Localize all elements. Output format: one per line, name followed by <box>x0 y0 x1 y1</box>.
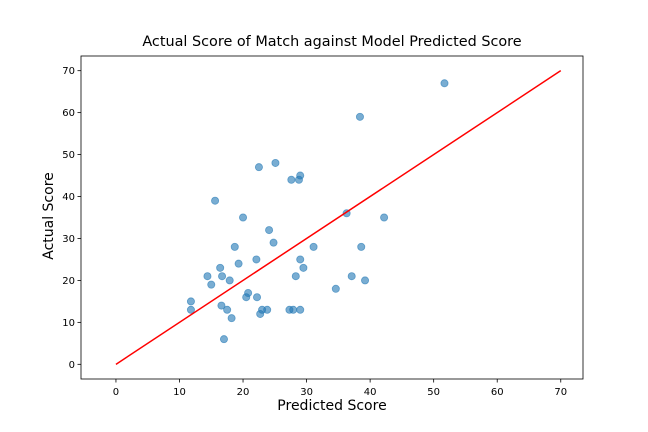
scatter-point <box>331 284 340 293</box>
scatter-point <box>227 314 236 323</box>
y-tick-label: 40 <box>62 192 75 203</box>
scatter-point <box>225 276 234 285</box>
scatter-point <box>357 242 366 251</box>
scatter-point <box>361 276 370 285</box>
scatter-point <box>252 255 261 264</box>
scatter-point <box>239 213 248 222</box>
y-tick-label: 60 <box>62 108 75 119</box>
scatter-point <box>230 242 239 251</box>
scatter-point <box>253 293 262 302</box>
y-tick-label: 0 <box>69 360 75 371</box>
x-tick-label: 40 <box>364 387 377 398</box>
x-tick-label: 0 <box>113 387 119 398</box>
y-tick-label: 10 <box>62 318 75 329</box>
scatter-point <box>287 175 296 184</box>
scatter-point <box>296 171 305 180</box>
scatter-point <box>211 196 220 205</box>
scatter-point <box>347 272 356 281</box>
scatter-point <box>223 305 232 314</box>
scatter-point <box>263 305 272 314</box>
scatter-point <box>299 263 308 272</box>
scatter-point <box>296 305 305 314</box>
scatter-point <box>265 226 274 235</box>
scatter-point <box>309 242 318 251</box>
y-tick-label: 70 <box>62 66 75 77</box>
scatter-point <box>186 297 195 306</box>
scatter-point <box>380 213 389 222</box>
scatter-point <box>440 79 449 88</box>
y-axis-label: Actual Score <box>41 172 57 260</box>
plot-frame <box>80 55 584 380</box>
scatter-point <box>355 112 364 121</box>
x-axis-label: Predicted Score <box>277 398 386 414</box>
scatter-point <box>218 272 227 281</box>
reference-line <box>115 70 562 365</box>
scatter-point <box>217 301 226 310</box>
scatter-point <box>296 255 305 264</box>
y-tick-label: 50 <box>62 150 75 161</box>
scatter-point <box>291 272 300 281</box>
scatter-point <box>203 272 212 281</box>
scatter-point <box>207 280 216 289</box>
scatter-point <box>244 289 253 298</box>
scatter-point <box>186 305 195 314</box>
plot-area: 0 10 20 30 40 50 60 70 0 10 20 30 40 50 60 70 <box>62 55 584 398</box>
scatter-point <box>271 158 280 167</box>
x-tick-label: 10 <box>173 387 186 398</box>
x-tick-label: 30 <box>300 387 313 398</box>
x-tick-label: 20 <box>237 387 250 398</box>
chart-title: Actual Score of Match against Model Pred… <box>142 34 521 50</box>
x-tick-label: 70 <box>554 387 567 398</box>
x-tick-label: 60 <box>491 387 504 398</box>
scatter-point <box>289 305 298 314</box>
scatter-point <box>219 335 228 344</box>
x-tick-label: 50 <box>427 387 440 398</box>
scatter-point <box>216 263 225 272</box>
scatter-point <box>234 259 243 268</box>
y-tick-label: 20 <box>62 276 75 287</box>
scatter-point <box>269 238 278 247</box>
scatter-point <box>254 163 263 172</box>
y-tick-label: 30 <box>62 234 75 245</box>
